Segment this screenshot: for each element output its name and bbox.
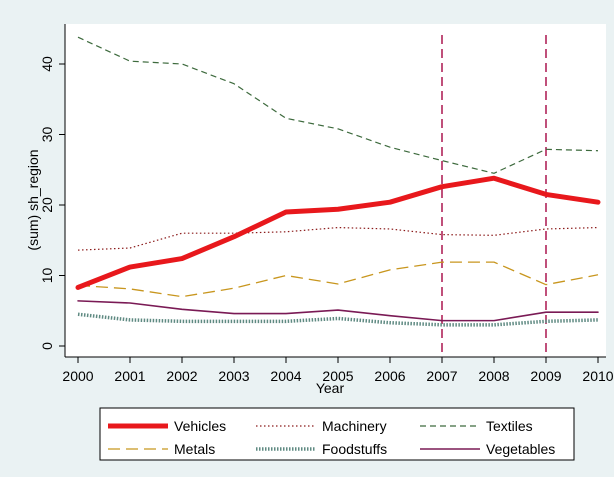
axes <box>64 24 606 358</box>
y-tick-label: 30 <box>39 127 55 143</box>
x-ticks: 2000 2001 2002 2003 2004 2005 2006 2007 2008 2009… <box>62 357 614 384</box>
series-line-machinery <box>77 226 599 251</box>
series-line-textiles <box>77 36 599 174</box>
legend-label-foodstuffs: Foodstuffs <box>322 441 387 457</box>
x-tick-label: 2005 <box>322 368 353 384</box>
x-tick-label: 2004 <box>270 368 301 384</box>
x-tick-label: 2000 <box>62 368 93 384</box>
y-ticks: 0 10 20 30 40 <box>39 56 65 350</box>
y-tick-label: 0 <box>39 342 55 350</box>
legend-label-textiles: Textiles <box>486 418 533 434</box>
series-line-metals <box>77 261 599 298</box>
legend: Vehicles Machinery Textiles Metals Foodstuff… <box>99 407 575 461</box>
series-layer <box>75 36 601 327</box>
x-tick-label: 2008 <box>478 368 509 384</box>
x-tick-label: 2007 <box>426 368 457 384</box>
y-tick-label: 40 <box>39 56 55 72</box>
series-line-vehicles <box>75 175 601 290</box>
legend-label-vehicles: Vehicles <box>174 418 226 434</box>
x-tick-label: 2010 <box>582 368 613 384</box>
y-tick-label: 10 <box>39 268 55 284</box>
x-axis-label: Year <box>316 380 345 396</box>
y-tick-label: 20 <box>39 197 55 213</box>
x-tick-label: 2003 <box>218 368 249 384</box>
legend-label-vegetables: Vegetables <box>486 441 555 457</box>
legend-box <box>99 407 575 461</box>
series-line-vegetables <box>77 300 599 322</box>
x-tick-label: 2001 <box>114 368 145 384</box>
x-tick-label: 2009 <box>530 368 561 384</box>
y-axis-label: (sum) sh_region <box>25 149 41 250</box>
legend-label-metals: Metals <box>174 441 215 457</box>
x-tick-label: 2002 <box>166 368 197 384</box>
plot-background <box>65 24 606 357</box>
x-tick-label: 2006 <box>374 368 405 384</box>
legend-label-machinery: Machinery <box>322 418 387 434</box>
